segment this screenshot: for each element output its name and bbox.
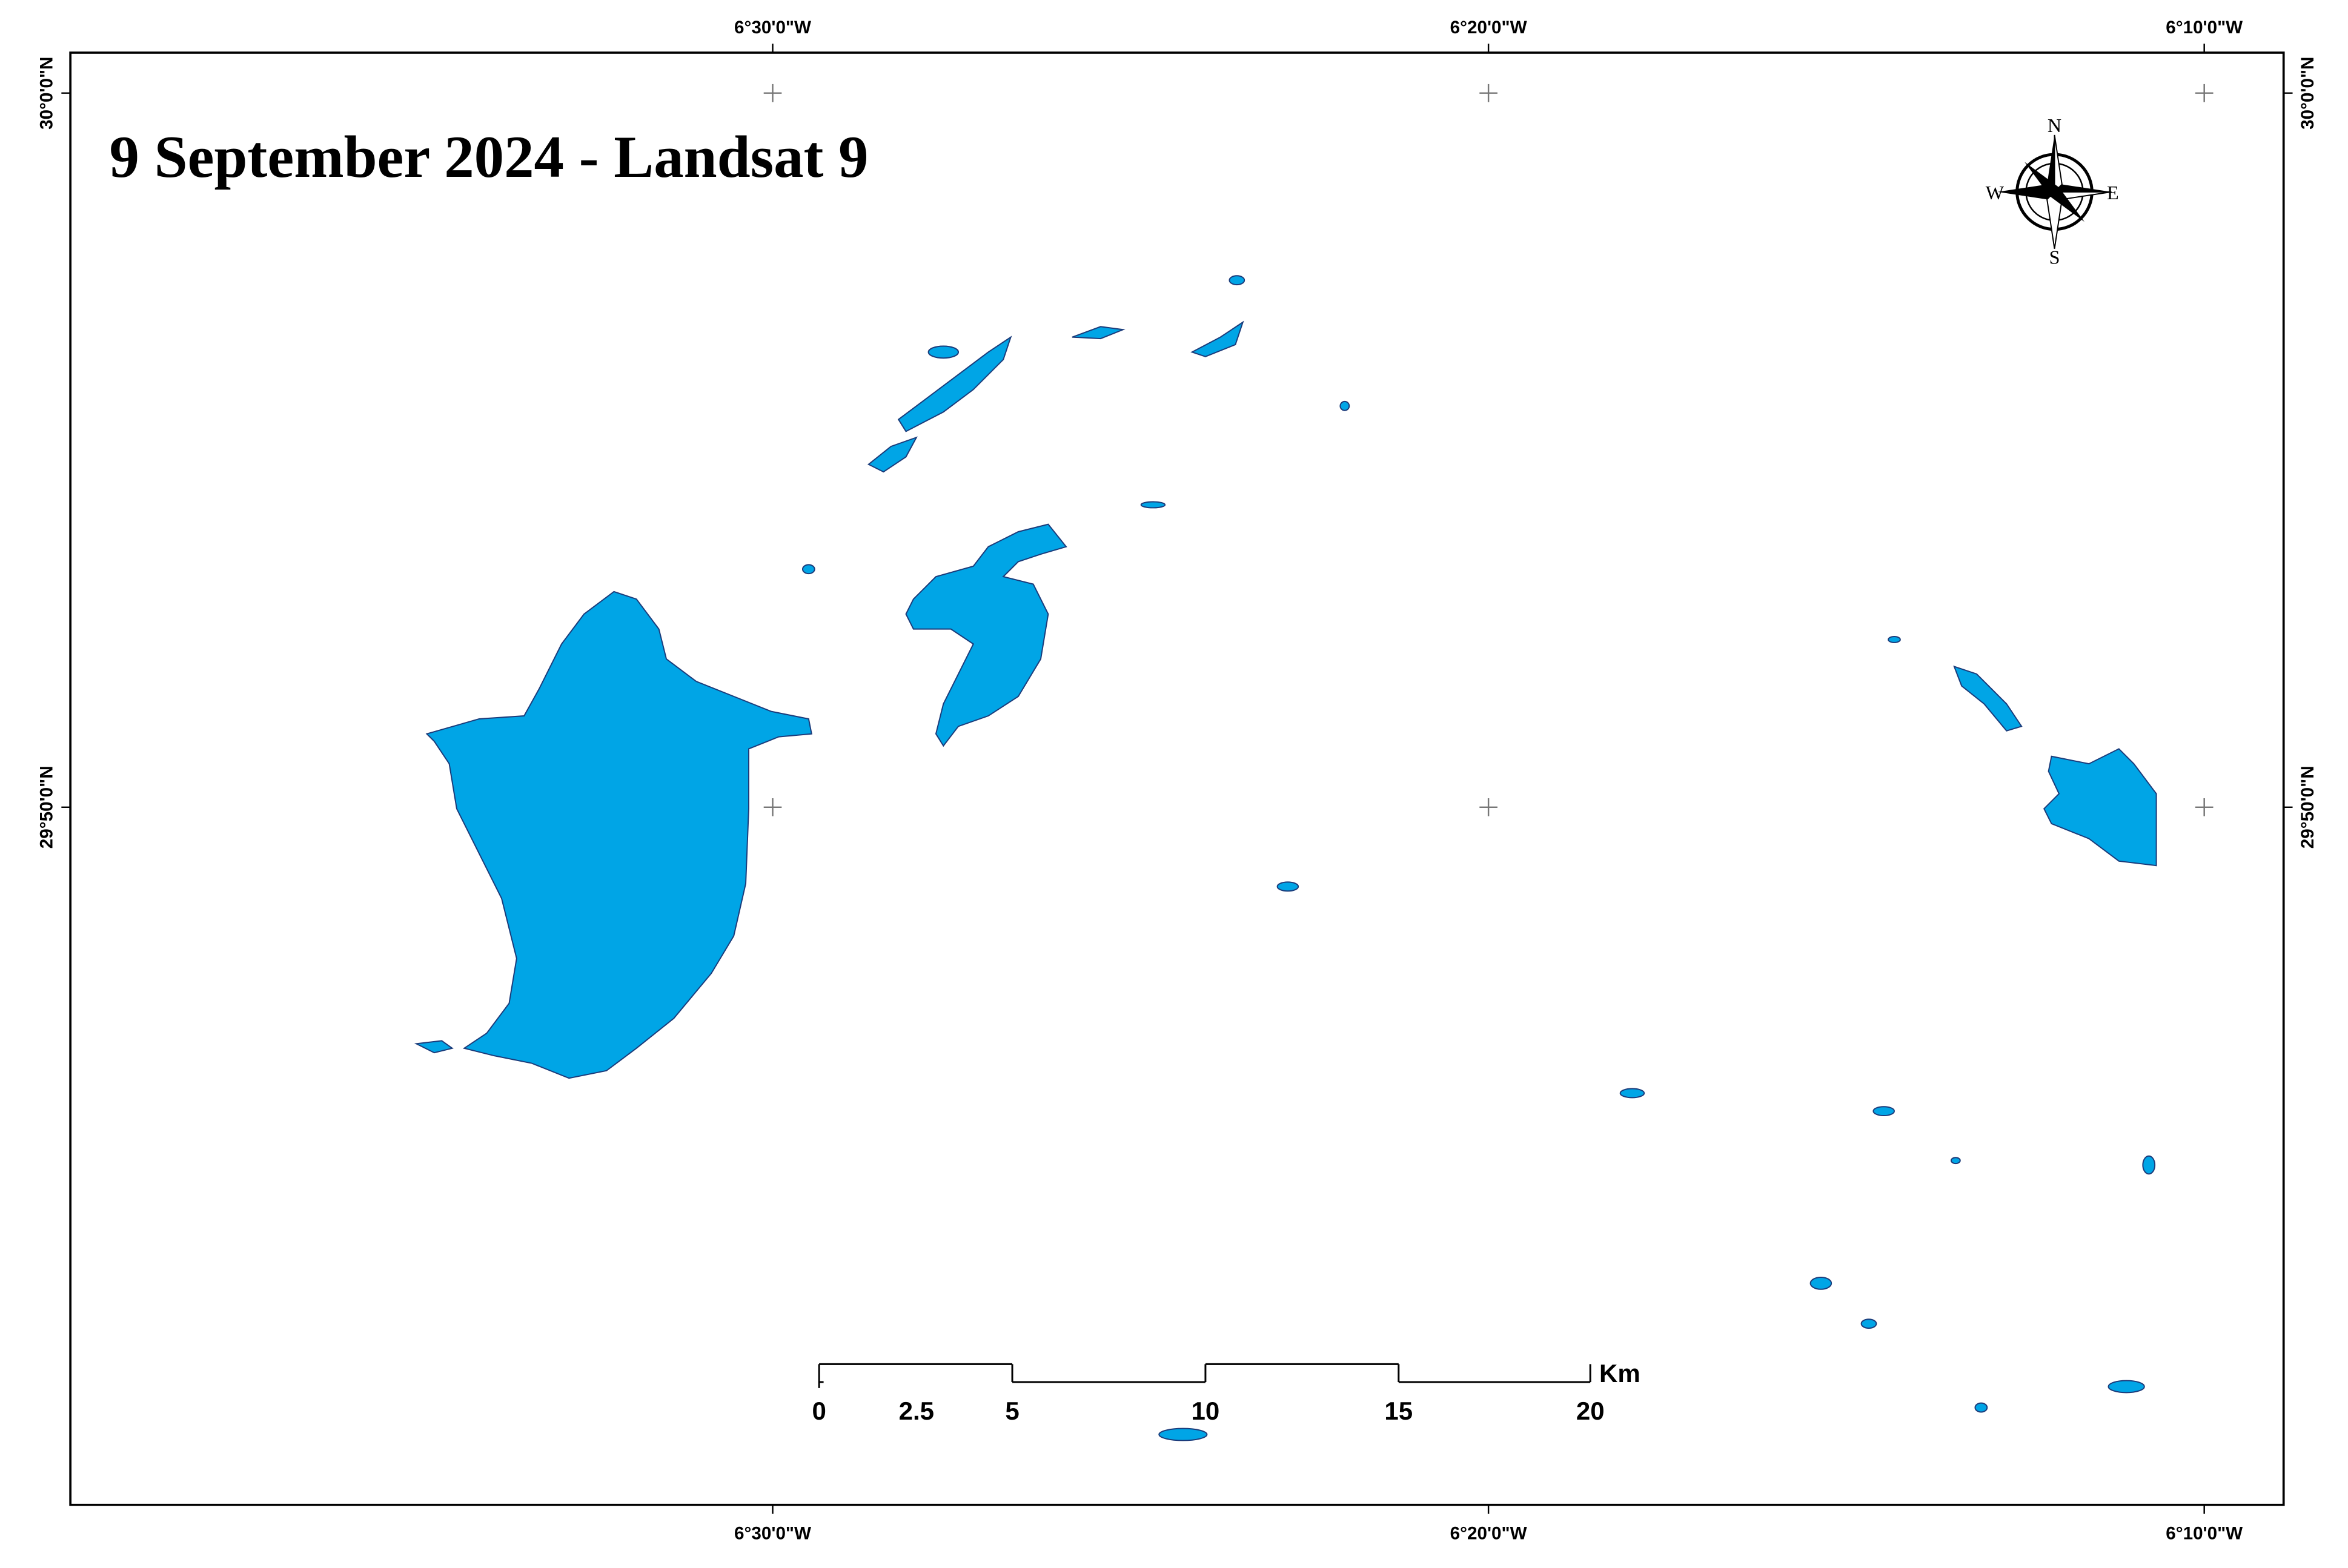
compass-star <box>2025 162 2084 222</box>
graticule <box>61 44 2293 1514</box>
lake <box>905 523 1067 747</box>
lake <box>414 1040 454 1054</box>
scale-label: 0 <box>812 1397 826 1425</box>
scale-bar <box>818 1363 1591 1388</box>
water-bodies <box>414 275 2157 1441</box>
grid-cross <box>763 84 2214 816</box>
top-label: 6°10'0"W <box>2166 18 2243 38</box>
bottom-label: 6°10'0"W <box>2166 1524 2243 1544</box>
lake <box>927 345 960 359</box>
right-label: 30°0'0"N <box>2298 57 2318 130</box>
scale-bar-line <box>818 1363 1591 1388</box>
lake <box>897 336 1012 432</box>
scale-label: 15 <box>1384 1397 1413 1425</box>
compass-s: S <box>2049 246 2060 268</box>
lake <box>1619 1088 1645 1099</box>
lake <box>867 436 918 473</box>
right-label: 29°50'0"N <box>2298 766 2318 849</box>
compass-star <box>2046 134 2112 249</box>
frame-tick <box>61 44 2293 1514</box>
scale-label: 2.5 <box>899 1397 934 1425</box>
lake <box>2108 1380 2145 1394</box>
lake <box>1872 1106 1895 1117</box>
lake <box>1888 636 1901 643</box>
compass: N S E W <box>1986 114 2119 268</box>
top-label: 6°30'0"W <box>734 18 811 38</box>
lake <box>425 590 812 1079</box>
scale-label: 20 <box>1576 1397 1605 1425</box>
lake <box>1953 665 2023 732</box>
top-label: 6°20'0"W <box>1450 18 1527 38</box>
left-label: 30°0'0"N <box>37 57 57 130</box>
left-label: 29°50'0"N <box>37 766 57 849</box>
compass-n: N <box>2048 114 2061 136</box>
lake <box>2043 748 2157 867</box>
lake <box>1140 501 1166 509</box>
lake <box>1950 1157 1961 1165</box>
lake <box>1276 881 1299 892</box>
scale-unit: Km <box>1599 1359 1640 1388</box>
lake <box>1339 400 1350 411</box>
bottom-label: 6°30'0"W <box>734 1524 811 1544</box>
lake <box>1229 275 1245 286</box>
lake <box>1190 320 1244 357</box>
bottom-label: 6°20'0"W <box>1450 1524 1527 1544</box>
scale-label: 5 <box>1005 1397 1019 1425</box>
lake <box>1860 1318 1877 1329</box>
lake <box>801 564 815 575</box>
lake <box>2142 1155 2156 1175</box>
compass-e: E <box>2107 182 2119 203</box>
map-title: 9 September 2024 - Landsat 9 <box>109 124 868 190</box>
lake <box>1974 1402 1988 1413</box>
scale-label: 10 <box>1192 1397 1220 1425</box>
lake <box>1072 326 1126 340</box>
compass-w: W <box>1986 182 2005 203</box>
lake <box>1158 1427 1208 1441</box>
lake <box>1809 1277 1832 1290</box>
map-frame <box>69 51 2285 1506</box>
